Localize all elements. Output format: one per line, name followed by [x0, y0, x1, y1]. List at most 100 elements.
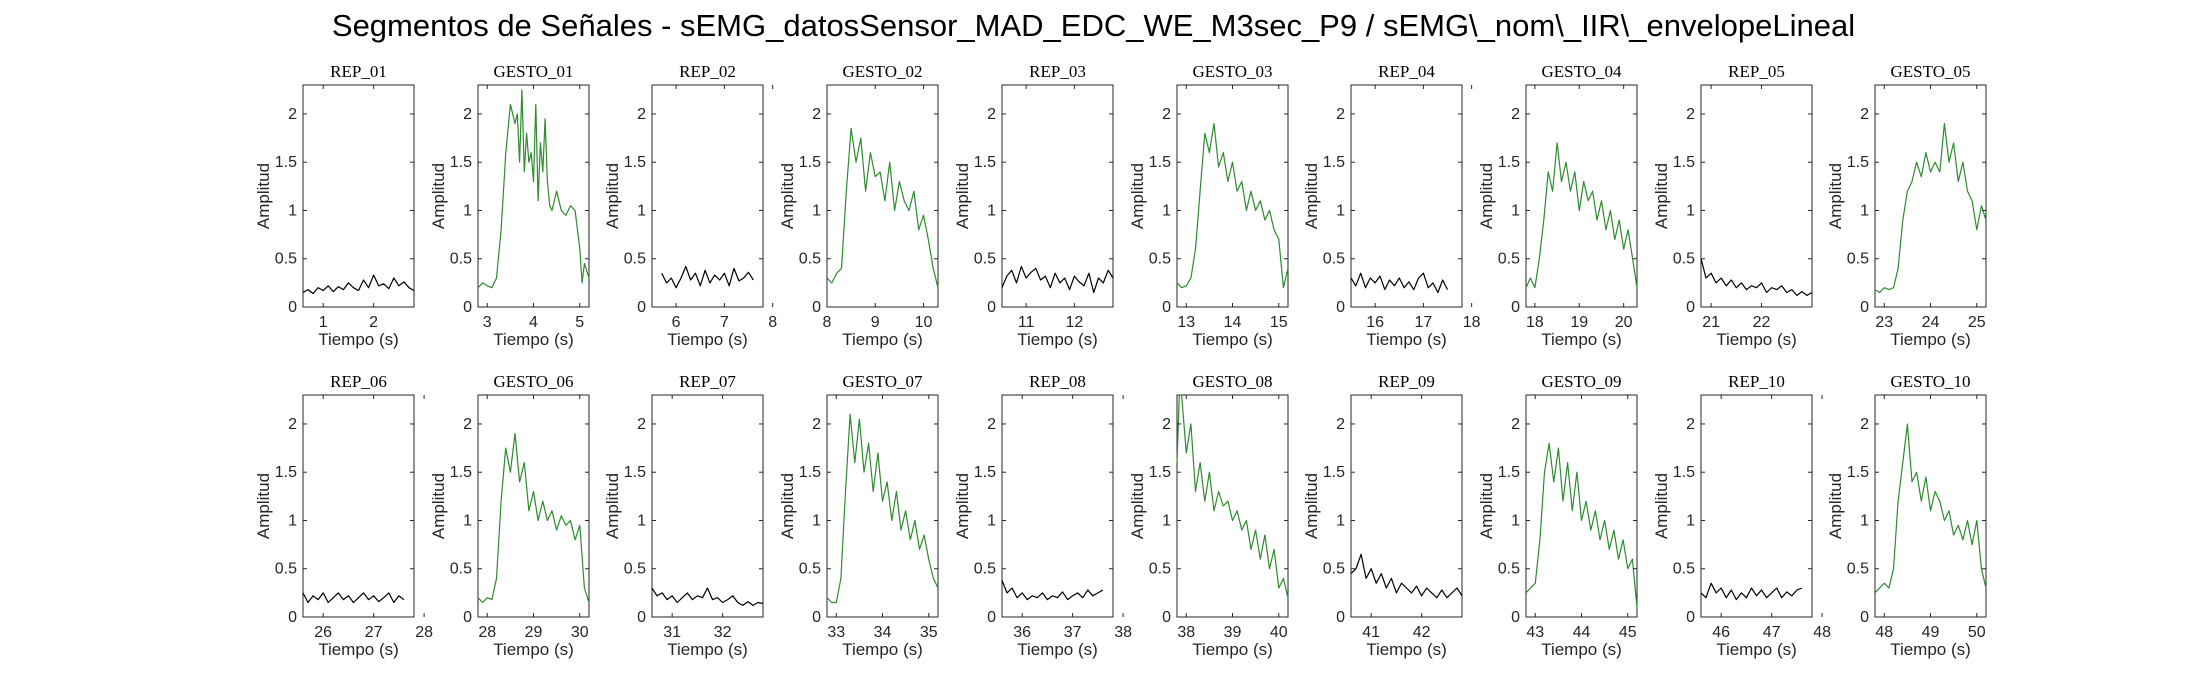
subplot-gesto-09: 0 0.5 1 1.5 2 43 44 45 GESTO_09 Tiempo (s) Amplitu… — [1477, 372, 1638, 659]
y-tick-label: 1 — [637, 202, 646, 219]
subplot-title: REP_07 — [679, 372, 736, 391]
x-tick-label: 11 — [1018, 314, 1035, 331]
y-axis-label: Amplitud — [1128, 473, 1147, 539]
plot-frame — [1350, 394, 1463, 618]
y-tick-label: 1.5 — [974, 154, 996, 171]
y-axis-label: Amplitud — [1652, 163, 1671, 229]
y-axis-label: Amplitud — [1826, 163, 1845, 229]
y-tick-label: 2 — [1336, 416, 1345, 433]
x-tick-label: 36 — [1013, 624, 1031, 641]
y-tick-label: 0.5 — [1149, 561, 1171, 578]
y-tick-label: 1 — [1860, 512, 1869, 529]
x-tick-label: 18 — [1526, 314, 1544, 331]
rest-signal-line — [1001, 265, 1114, 294]
y-axis-label: Amplitud — [953, 473, 972, 539]
y-tick-label: 1.5 — [799, 464, 821, 481]
x-axis-label: Tiempo (s) — [1890, 640, 1971, 659]
subplot-gesto-06: 0 0.5 1 1.5 2 28 29 30 GESTO_06 Tiempo (s) Amplitu… — [429, 372, 590, 659]
x-tick-label: 48 — [1875, 624, 1893, 641]
gesture-signal-line — [1874, 122, 1987, 294]
y-tick-label: 1.5 — [1847, 154, 1869, 171]
y-tick-label: 0.5 — [624, 561, 646, 578]
plot-frame — [477, 394, 590, 618]
subplot-title: GESTO_10 — [1891, 372, 1971, 391]
y-tick-label: 1 — [1511, 202, 1520, 219]
x-axis-label: Tiempo (s) — [1366, 330, 1447, 349]
rest-signal-line — [1001, 580, 1104, 601]
x-tick-label: 16 — [1366, 314, 1384, 331]
y-axis-label: Amplitud — [429, 473, 448, 539]
y-tick-label: 0 — [1686, 299, 1695, 316]
x-tick-label: 17 — [1414, 314, 1432, 331]
y-tick-label: 0.5 — [450, 251, 472, 268]
x-tick-label: 47 — [1763, 624, 1781, 641]
y-tick-label: 0 — [812, 299, 821, 316]
y-tick-label: 1 — [288, 512, 297, 529]
x-axis-label: Tiempo (s) — [1017, 640, 1098, 659]
x-tick-label: 24 — [1922, 314, 1940, 331]
rest-signal-line — [302, 592, 405, 604]
subplot-title: REP_01 — [330, 62, 387, 81]
gesture-signal-line — [477, 89, 590, 289]
y-axis-label: Amplitud — [254, 163, 273, 229]
y-tick-label: 1 — [463, 512, 472, 529]
y-axis-label: Amplitud — [1302, 163, 1321, 229]
x-tick-label: 28 — [415, 624, 433, 641]
gesture-signal-line — [826, 127, 939, 288]
subplot-title: GESTO_04 — [1542, 62, 1622, 81]
x-tick-label: 12 — [1065, 314, 1083, 331]
x-axis-label: Tiempo (s) — [493, 330, 574, 349]
y-tick-label: 0 — [1336, 609, 1345, 626]
y-tick-label: 1.5 — [1323, 154, 1345, 171]
subplot-rep-02: 0 0.5 1 1.5 2 6 7 8 REP_02 Tiempo (s) Amplitud — [603, 62, 777, 349]
y-tick-label: 1.5 — [450, 464, 472, 481]
y-tick-label: 1.5 — [1149, 464, 1171, 481]
y-tick-label: 1.5 — [1498, 154, 1520, 171]
y-tick-label: 0.5 — [1498, 251, 1520, 268]
subplot-rep-06: 0 0.5 1 1.5 2 26 27 28 REP_06 Tiempo (s) Amplitud — [254, 372, 433, 659]
x-tick-label: 15 — [1270, 314, 1288, 331]
y-tick-label: 0.5 — [1323, 561, 1345, 578]
x-axis-label: Tiempo (s) — [1192, 640, 1273, 659]
y-tick-label: 0 — [1860, 299, 1869, 316]
y-tick-label: 0 — [1336, 299, 1345, 316]
y-tick-label: 1 — [1162, 512, 1171, 529]
x-axis-label: Tiempo (s) — [1890, 330, 1971, 349]
subplot-title: REP_06 — [330, 372, 387, 391]
y-tick-label: 1 — [637, 512, 646, 529]
y-tick-label: 0.5 — [1323, 251, 1345, 268]
x-axis-label: Tiempo (s) — [667, 330, 748, 349]
y-tick-label: 2 — [1511, 106, 1520, 123]
y-tick-label: 0 — [987, 609, 996, 626]
y-tick-label: 1.5 — [1498, 464, 1520, 481]
y-axis-label: Amplitud — [778, 163, 797, 229]
y-axis-label: Amplitud — [953, 163, 972, 229]
y-tick-label: 2 — [1336, 106, 1345, 123]
subplot-title: REP_10 — [1728, 372, 1785, 391]
y-tick-label: 1 — [812, 202, 821, 219]
subplot-title: GESTO_03 — [1193, 62, 1273, 81]
y-tick-label: 2 — [1860, 106, 1869, 123]
x-tick-label: 45 — [1619, 624, 1637, 641]
y-axis-label: Amplitud — [1826, 473, 1845, 539]
plot-frame — [826, 394, 939, 618]
y-tick-label: 0 — [637, 299, 646, 316]
y-tick-label: 1 — [1511, 512, 1520, 529]
y-tick-label: 2 — [987, 416, 996, 433]
y-tick-label: 1.5 — [1323, 464, 1345, 481]
plot-frame — [1525, 394, 1638, 618]
x-tick-label: 26 — [314, 624, 332, 641]
subplot-title: GESTO_01 — [494, 62, 574, 81]
subplot-title: GESTO_09 — [1542, 372, 1622, 391]
subplot-gesto-10: 0 0.5 1 1.5 2 48 49 50 GESTO_10 Tiempo (s) Amplitu… — [1826, 372, 1987, 659]
rest-signal-line — [1350, 272, 1449, 294]
y-axis-label: Amplitud — [1302, 473, 1321, 539]
rest-signal-line — [661, 265, 754, 289]
y-tick-label: 0.5 — [1673, 561, 1695, 578]
plot-frame — [1176, 84, 1289, 308]
x-tick-label: 8 — [768, 314, 777, 331]
subplot-rep-03: 0 0.5 1 1.5 2 11 12 REP_03 Tiempo (s) Amplitud — [953, 62, 1114, 349]
y-tick-label: 1.5 — [1847, 464, 1869, 481]
gesture-signal-line — [1874, 423, 1987, 594]
